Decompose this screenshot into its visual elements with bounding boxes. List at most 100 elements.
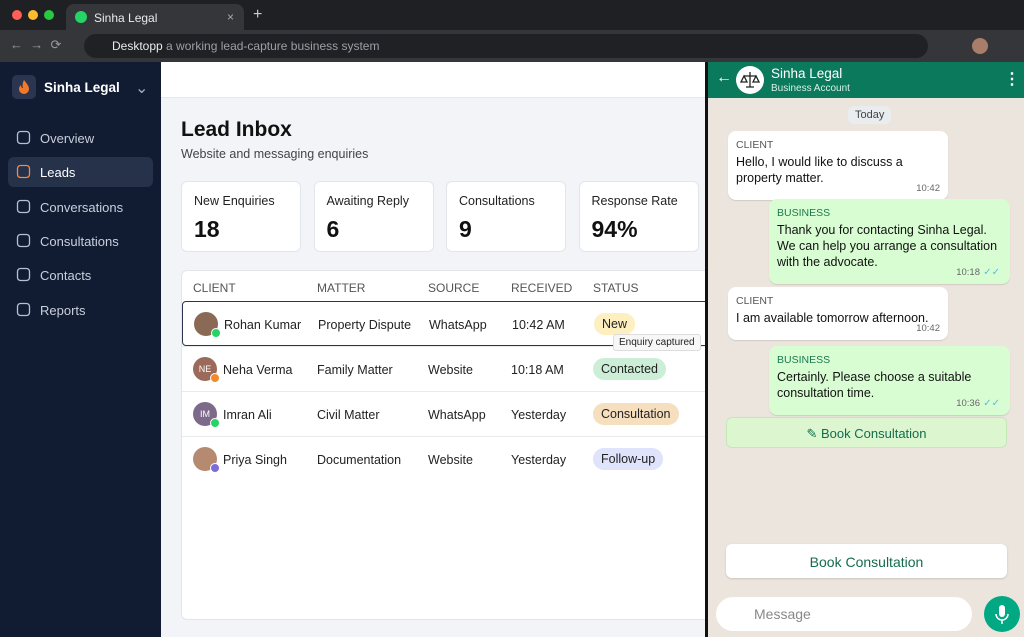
nav-label: Consultations — [40, 233, 119, 249]
client-name: Rohan Kumar — [224, 318, 302, 332]
table-row[interactable]: IM Imran Ali Civil Matter WhatsApp Yesterday… — [182, 391, 722, 436]
stat-card: Consultations 9 — [446, 181, 566, 252]
received: Yesterday — [511, 453, 567, 467]
nav-item[interactable]: Consultations — [8, 226, 153, 256]
address-bar: ← → ⟳ Desktopp a working lead-capture bu… — [0, 30, 1024, 62]
url-path: a working lead-capture business system — [166, 39, 380, 53]
nav-buttons[interactable]: ← → ⟳ — [10, 37, 62, 52]
brand-menu[interactable]: ⌄ — [135, 80, 149, 97]
message-sender: BUSINESS — [777, 354, 831, 366]
message-sender: BUSINESS — [777, 207, 831, 219]
matter: Documentation — [317, 453, 402, 467]
nav-item[interactable]: Contacts — [8, 260, 153, 290]
nav-item[interactable]: Conversations — [8, 192, 153, 222]
sidebar: Sinha Legal ⌄ Overview Leads Conversations… — [0, 62, 161, 637]
stat-label: Awaiting Reply — [326, 194, 409, 208]
source: Website — [428, 363, 473, 377]
source: WhatsApp — [429, 318, 487, 332]
browser-tab[interactable]: Sinha Legal × — [66, 4, 244, 30]
stat-card: Awaiting Reply 6 — [313, 181, 434, 252]
received: 10:42 AM — [512, 318, 565, 332]
received: 10:18 AM — [511, 363, 564, 377]
book-button[interactable]: Book Consultation — [726, 544, 1007, 578]
received: Yesterday — [511, 408, 567, 422]
message-bubble: CLIENT Hello, I would like to discuss a p… — [728, 131, 948, 200]
nav-label: Leads — [40, 165, 76, 181]
chat-account: Business Account — [771, 83, 850, 94]
nav-item[interactable]: Overview — [8, 123, 153, 153]
table-header: CLIENT MATTER SOURCE RECEIVED STATUS — [182, 271, 722, 301]
nav-icon — [16, 233, 31, 248]
message-input[interactable]: Message — [716, 597, 972, 631]
brand-name: Sinha Legal — [44, 80, 120, 95]
message-sender: CLIENT — [736, 295, 774, 307]
url-field[interactable]: Desktopp a working lead-capture business… — [84, 34, 928, 58]
stat-label: New Enquiries — [194, 194, 275, 208]
client-avatar — [194, 312, 221, 338]
mic-button[interactable] — [983, 595, 1021, 633]
status-badge: Contacted — [593, 358, 666, 380]
message-text: I am available tomorrow afternoon. — [736, 311, 929, 325]
brand-logo — [12, 75, 36, 99]
table-row[interactable]: Priya Singh Documentation Website Yesterday… — [182, 436, 722, 481]
input-placeholder: Message — [754, 606, 811, 622]
message-time: 10:42 — [916, 183, 940, 194]
stat-value: 94% — [591, 216, 638, 242]
client-name: Priya Singh — [223, 453, 287, 467]
stat-label: Response Rate — [591, 194, 678, 208]
nav-label: Conversations — [40, 199, 124, 215]
table-row[interactable]: Rohan Kumar Property Dispute WhatsApp 10:42… — [182, 301, 722, 346]
message-time: 10:36 — [956, 398, 980, 409]
tab-close[interactable]: × — [226, 10, 234, 24]
source-dot — [210, 373, 220, 383]
nav-icon — [16, 130, 31, 145]
message-text: Hello, I would like to discuss a propert… — [736, 155, 903, 185]
tooltip: Enquiry captured — [613, 334, 701, 351]
client-avatar: IM — [193, 402, 220, 428]
message-text: Thank you for contacting Sinha Legal. We… — [777, 223, 998, 269]
source-dot — [210, 418, 220, 428]
client-avatar: NE — [193, 357, 220, 383]
date-chip: Today — [848, 106, 892, 124]
inline-book-button[interactable]: ✎ Book Consultation — [726, 417, 1007, 448]
nav-item[interactable]: Leads — [8, 157, 153, 188]
source: WhatsApp — [428, 408, 486, 422]
matter: Property Dispute — [318, 318, 412, 332]
window-controls — [12, 10, 54, 20]
table-row[interactable]: NE Neha Verma Family Matter Website 10:18 AM… — [182, 346, 722, 391]
nav-icon — [16, 302, 31, 316]
read-ticks: ✓✓ — [983, 398, 1000, 409]
column-header: STATUS — [593, 281, 639, 295]
message-sender: CLIENT — [736, 139, 774, 151]
source-dot — [211, 328, 221, 338]
message-time: 10:42 — [916, 323, 940, 334]
source: Website — [428, 453, 473, 467]
nav-item[interactable]: Reports — [8, 295, 153, 325]
stat-value: 18 — [194, 216, 220, 242]
read-ticks: ✓✓ — [983, 267, 1000, 278]
inline-book-label: Book Consultation — [821, 426, 927, 441]
client-name: Neha Verma — [223, 363, 293, 377]
whatsapp-panel: ← Sinha Legal Business Account ⋮ Today C… — [705, 62, 1024, 637]
new-tab[interactable]: + — [253, 6, 263, 23]
matter: Family Matter — [317, 363, 393, 377]
nav-label: Contacts — [40, 268, 92, 284]
back[interactable]: ← — [716, 69, 732, 86]
lead-table: CLIENT MATTER SOURCE RECEIVED STATUS Rohan Ku… — [181, 270, 722, 620]
nav-icon — [16, 268, 31, 282]
chat-name: Sinha Legal — [771, 66, 843, 81]
client-name: Imran Ali — [223, 408, 272, 422]
favicon — [75, 11, 87, 23]
nav-label: Overview — [40, 131, 95, 146]
profile[interactable] — [972, 38, 988, 54]
stat-label: Consultations — [459, 194, 535, 208]
stat-value: 9 — [459, 216, 472, 242]
stat-card: New Enquiries 18 — [181, 181, 301, 252]
main-panel: Lead Inbox Website and messaging enquiri… — [161, 62, 722, 637]
chat-header: ← Sinha Legal Business Account ⋮ — [708, 62, 1024, 98]
stat-card: Response Rate 94% — [578, 181, 699, 252]
matter: Civil Matter — [317, 408, 380, 422]
message-text: Certainly. Please choose a suitable cons… — [777, 370, 972, 400]
column-header: RECEIVED — [511, 281, 573, 295]
chat-menu[interactable]: ⋮ — [1004, 71, 1020, 88]
